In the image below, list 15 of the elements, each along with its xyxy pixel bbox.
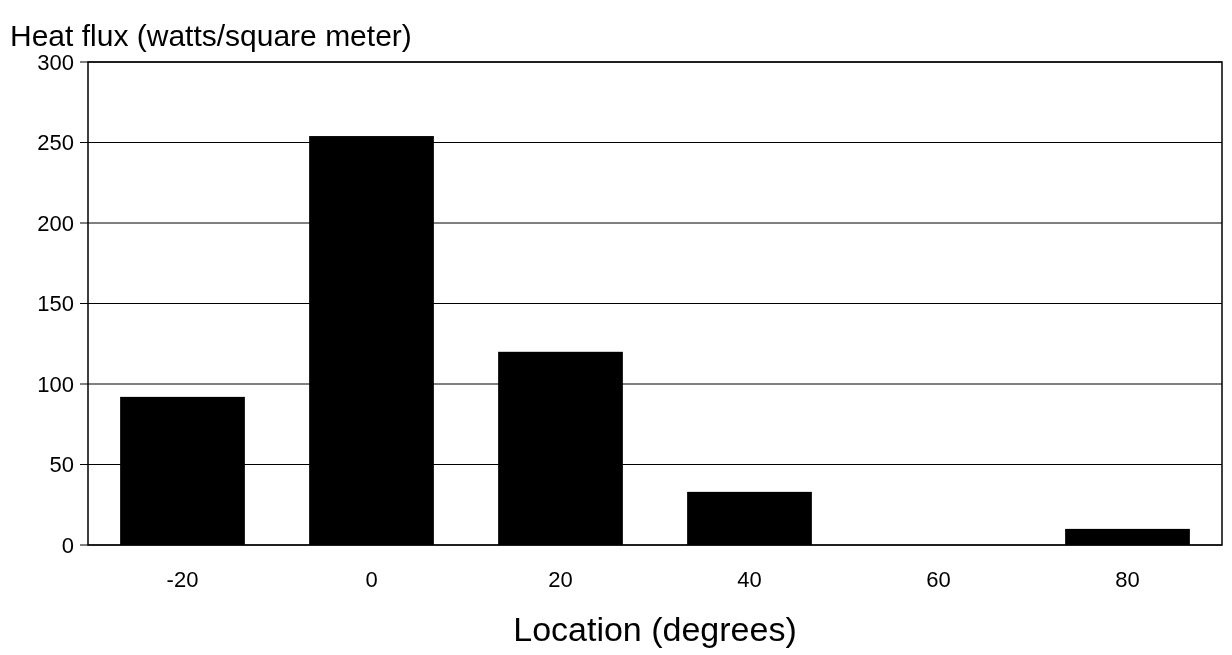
y-tick-label: 250 — [37, 130, 74, 156]
x-tick-label: 0 — [365, 567, 378, 592]
y-tick-label: 150 — [37, 291, 74, 317]
y-tick-label: 200 — [37, 210, 74, 236]
y-axis-title: Heat flux (watts/square meter) — [10, 19, 412, 52]
x-tick-label: 20 — [548, 567, 573, 592]
y-tick-label: 0 — [61, 532, 74, 558]
x-tick-label: -20 — [166, 567, 199, 592]
x-tick-label: 40 — [737, 567, 762, 592]
y-tick-label: 100 — [37, 371, 74, 397]
x-tick-label: 60 — [926, 567, 951, 592]
x-axis-title: Location (degrees) — [513, 610, 797, 648]
y-tick-label: 300 — [37, 49, 74, 75]
y-tick-label: 50 — [49, 452, 74, 478]
x-tick-label: 80 — [1115, 567, 1140, 592]
